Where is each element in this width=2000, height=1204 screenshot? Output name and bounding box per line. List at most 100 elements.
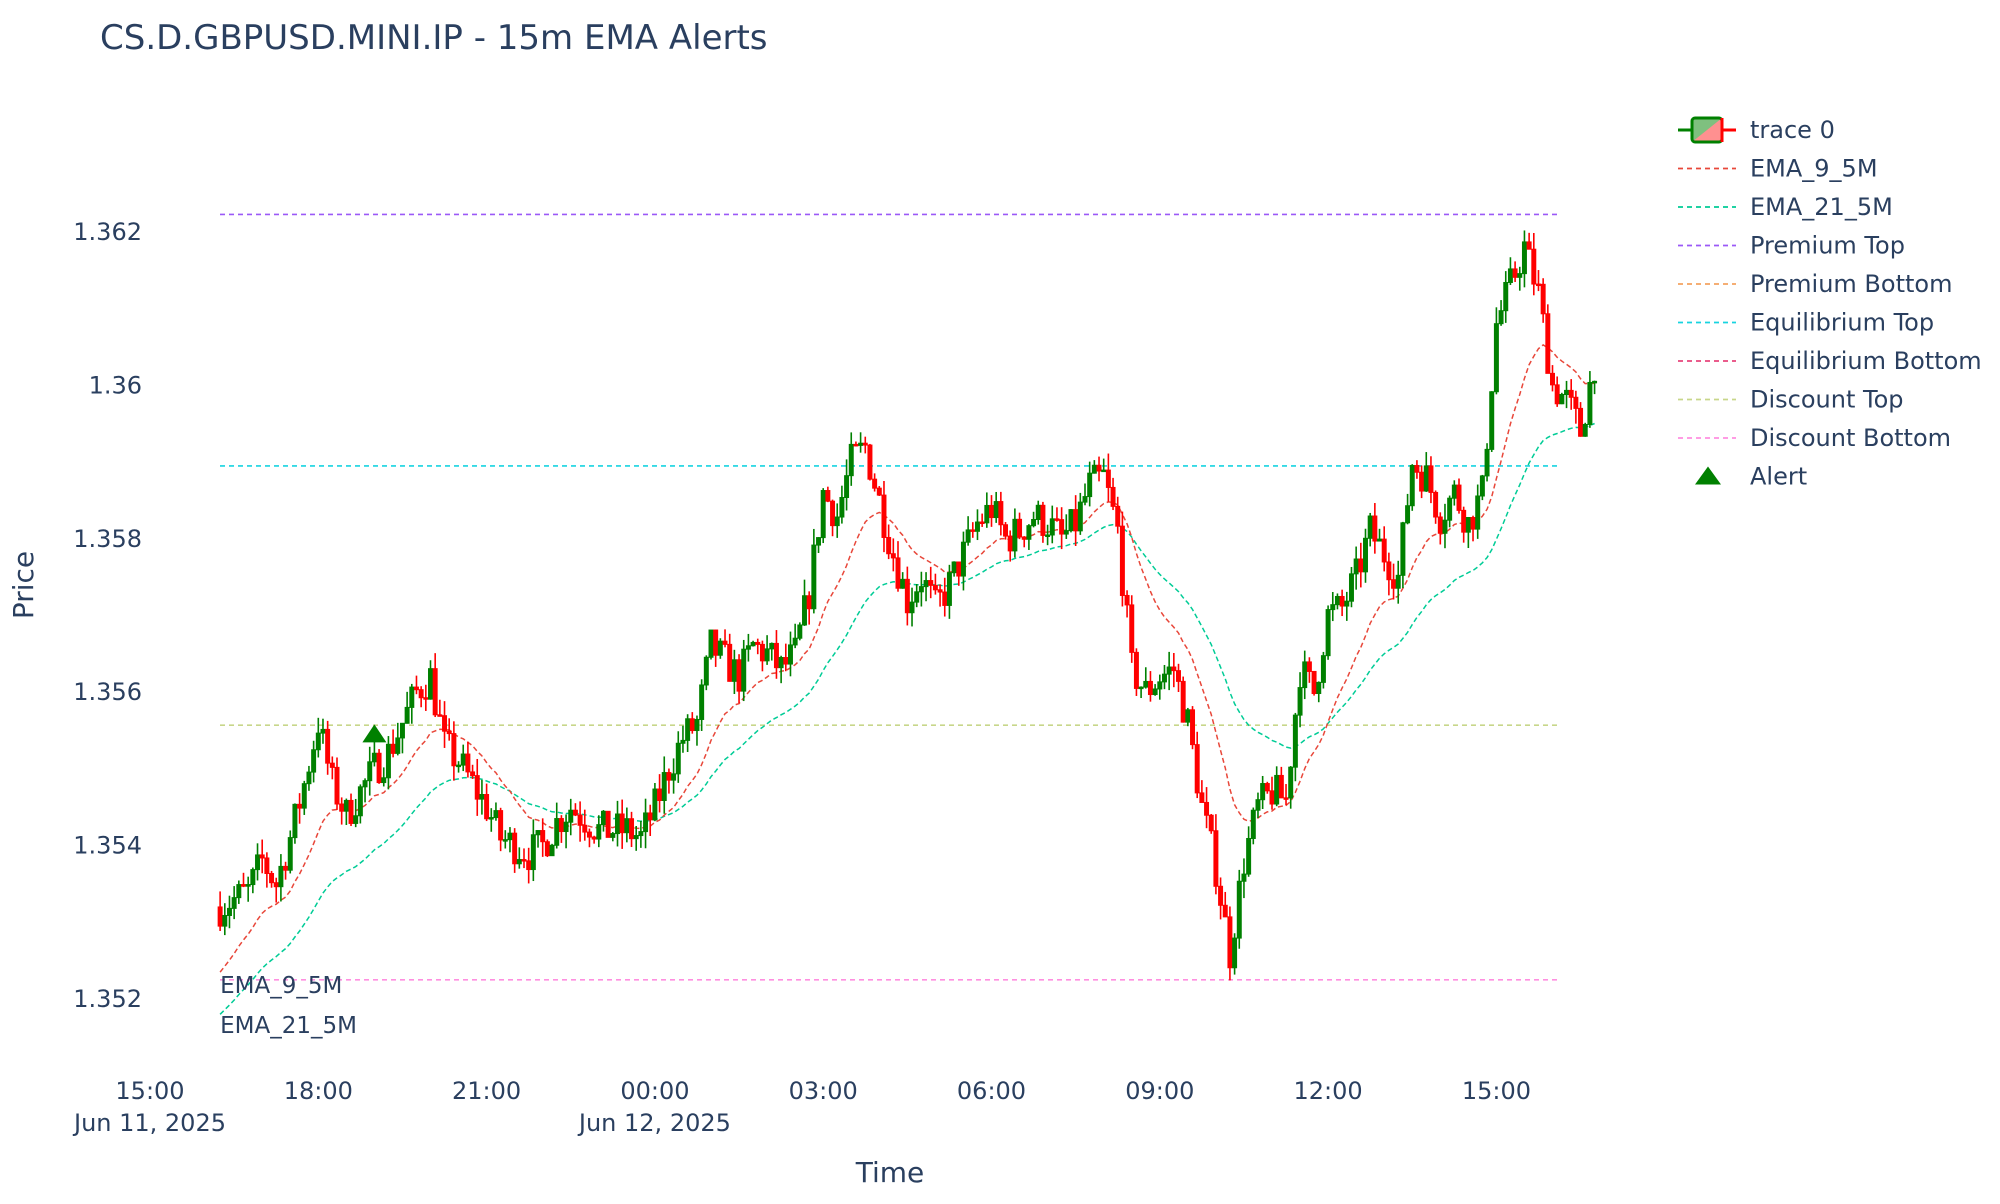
legend-item-8[interactable]: Discount Bottom bbox=[1678, 424, 1951, 452]
candle bbox=[1503, 271, 1509, 323]
candle bbox=[736, 654, 742, 704]
candle bbox=[806, 591, 812, 625]
candle bbox=[1559, 392, 1565, 405]
candle bbox=[315, 717, 321, 758]
candle bbox=[830, 499, 836, 537]
candle bbox=[942, 577, 948, 617]
candle bbox=[825, 486, 831, 503]
candle bbox=[1218, 877, 1224, 920]
candle bbox=[1007, 530, 1013, 562]
alert-marker-0 bbox=[362, 724, 387, 743]
candle bbox=[512, 828, 518, 873]
candle bbox=[1306, 657, 1312, 683]
candle bbox=[787, 631, 793, 677]
candle bbox=[876, 486, 882, 496]
candle bbox=[1087, 461, 1093, 507]
candle bbox=[773, 630, 779, 679]
candle bbox=[418, 686, 424, 708]
candle bbox=[488, 808, 494, 832]
candle bbox=[1045, 524, 1051, 546]
candle bbox=[932, 573, 938, 595]
candle bbox=[703, 655, 709, 691]
candle bbox=[1330, 592, 1336, 622]
candle bbox=[390, 729, 396, 758]
candle bbox=[1409, 464, 1415, 511]
candle bbox=[287, 830, 293, 874]
candle bbox=[769, 642, 775, 661]
candle bbox=[245, 876, 251, 902]
candle bbox=[1437, 512, 1443, 545]
candle bbox=[699, 679, 705, 731]
candle bbox=[1227, 906, 1233, 981]
x-axis-label: Time bbox=[855, 1156, 925, 1189]
candle bbox=[1213, 814, 1219, 895]
candle bbox=[535, 830, 541, 848]
candle bbox=[1031, 511, 1037, 528]
candle bbox=[231, 886, 237, 920]
candle bbox=[1573, 390, 1579, 424]
candle bbox=[1143, 667, 1149, 689]
candle bbox=[1507, 257, 1513, 285]
candle bbox=[1133, 648, 1139, 696]
candle bbox=[329, 756, 335, 780]
legend-item-3[interactable]: Premium Top bbox=[1678, 232, 1905, 260]
candle bbox=[1339, 589, 1345, 617]
candle bbox=[974, 509, 980, 541]
legend-item-7[interactable]: Discount Top bbox=[1678, 386, 1904, 414]
candle bbox=[1512, 261, 1518, 282]
candle bbox=[1372, 503, 1378, 554]
candle bbox=[1040, 501, 1046, 543]
candle bbox=[530, 819, 536, 882]
candle bbox=[479, 779, 485, 815]
candle bbox=[1479, 474, 1485, 501]
candle bbox=[507, 827, 513, 853]
legend-item-4[interactable]: Premium Bottom bbox=[1678, 270, 1952, 298]
candle bbox=[1012, 508, 1018, 558]
candle bbox=[540, 818, 546, 857]
candle bbox=[301, 780, 307, 815]
candle bbox=[848, 432, 854, 486]
candle bbox=[671, 758, 677, 794]
candle bbox=[544, 839, 550, 858]
legend-item-1[interactable]: EMA_9_5M bbox=[1678, 155, 1878, 183]
candle bbox=[1096, 456, 1102, 482]
candle bbox=[993, 491, 999, 523]
legend-label: Premium Top bbox=[1750, 232, 1905, 260]
candle bbox=[1190, 706, 1196, 750]
candle bbox=[1545, 304, 1551, 374]
candle bbox=[1003, 522, 1009, 540]
candle bbox=[563, 814, 569, 849]
candle bbox=[1334, 593, 1340, 610]
candle bbox=[904, 566, 910, 626]
candle bbox=[1264, 781, 1270, 794]
candle bbox=[446, 718, 452, 741]
chart-title: CS.D.GBPUSD.MINI.IP - 15m EMA Alerts bbox=[100, 18, 768, 58]
annotation-0: EMA_9_5M bbox=[220, 973, 342, 999]
candle bbox=[1049, 505, 1055, 544]
candle bbox=[1377, 528, 1383, 542]
candle bbox=[675, 731, 681, 783]
candle bbox=[918, 571, 924, 607]
candle bbox=[311, 740, 317, 783]
candle bbox=[1391, 563, 1397, 600]
legend-item-0[interactable]: trace 0 bbox=[1678, 116, 1835, 144]
candle bbox=[1105, 453, 1111, 502]
candle bbox=[413, 675, 419, 695]
candle bbox=[1021, 536, 1027, 548]
legend-item-9[interactable]: Alert bbox=[1695, 463, 1807, 491]
legend-item-2[interactable]: EMA_21_5M bbox=[1678, 193, 1893, 221]
candle bbox=[1540, 278, 1546, 323]
candle bbox=[764, 635, 770, 665]
legend-label: EMA_21_5M bbox=[1750, 193, 1893, 221]
candle bbox=[717, 638, 723, 659]
candle bbox=[629, 811, 635, 848]
candle bbox=[1400, 521, 1406, 589]
candle bbox=[493, 802, 499, 821]
candle bbox=[1587, 371, 1593, 428]
legend-item-5[interactable]: Equilibrium Top bbox=[1678, 309, 1934, 337]
candle bbox=[1176, 663, 1181, 692]
candle bbox=[484, 783, 490, 822]
legend-item-6[interactable]: Equilibrium Bottom bbox=[1678, 347, 1982, 375]
candle bbox=[998, 491, 1004, 536]
candle bbox=[292, 803, 298, 844]
